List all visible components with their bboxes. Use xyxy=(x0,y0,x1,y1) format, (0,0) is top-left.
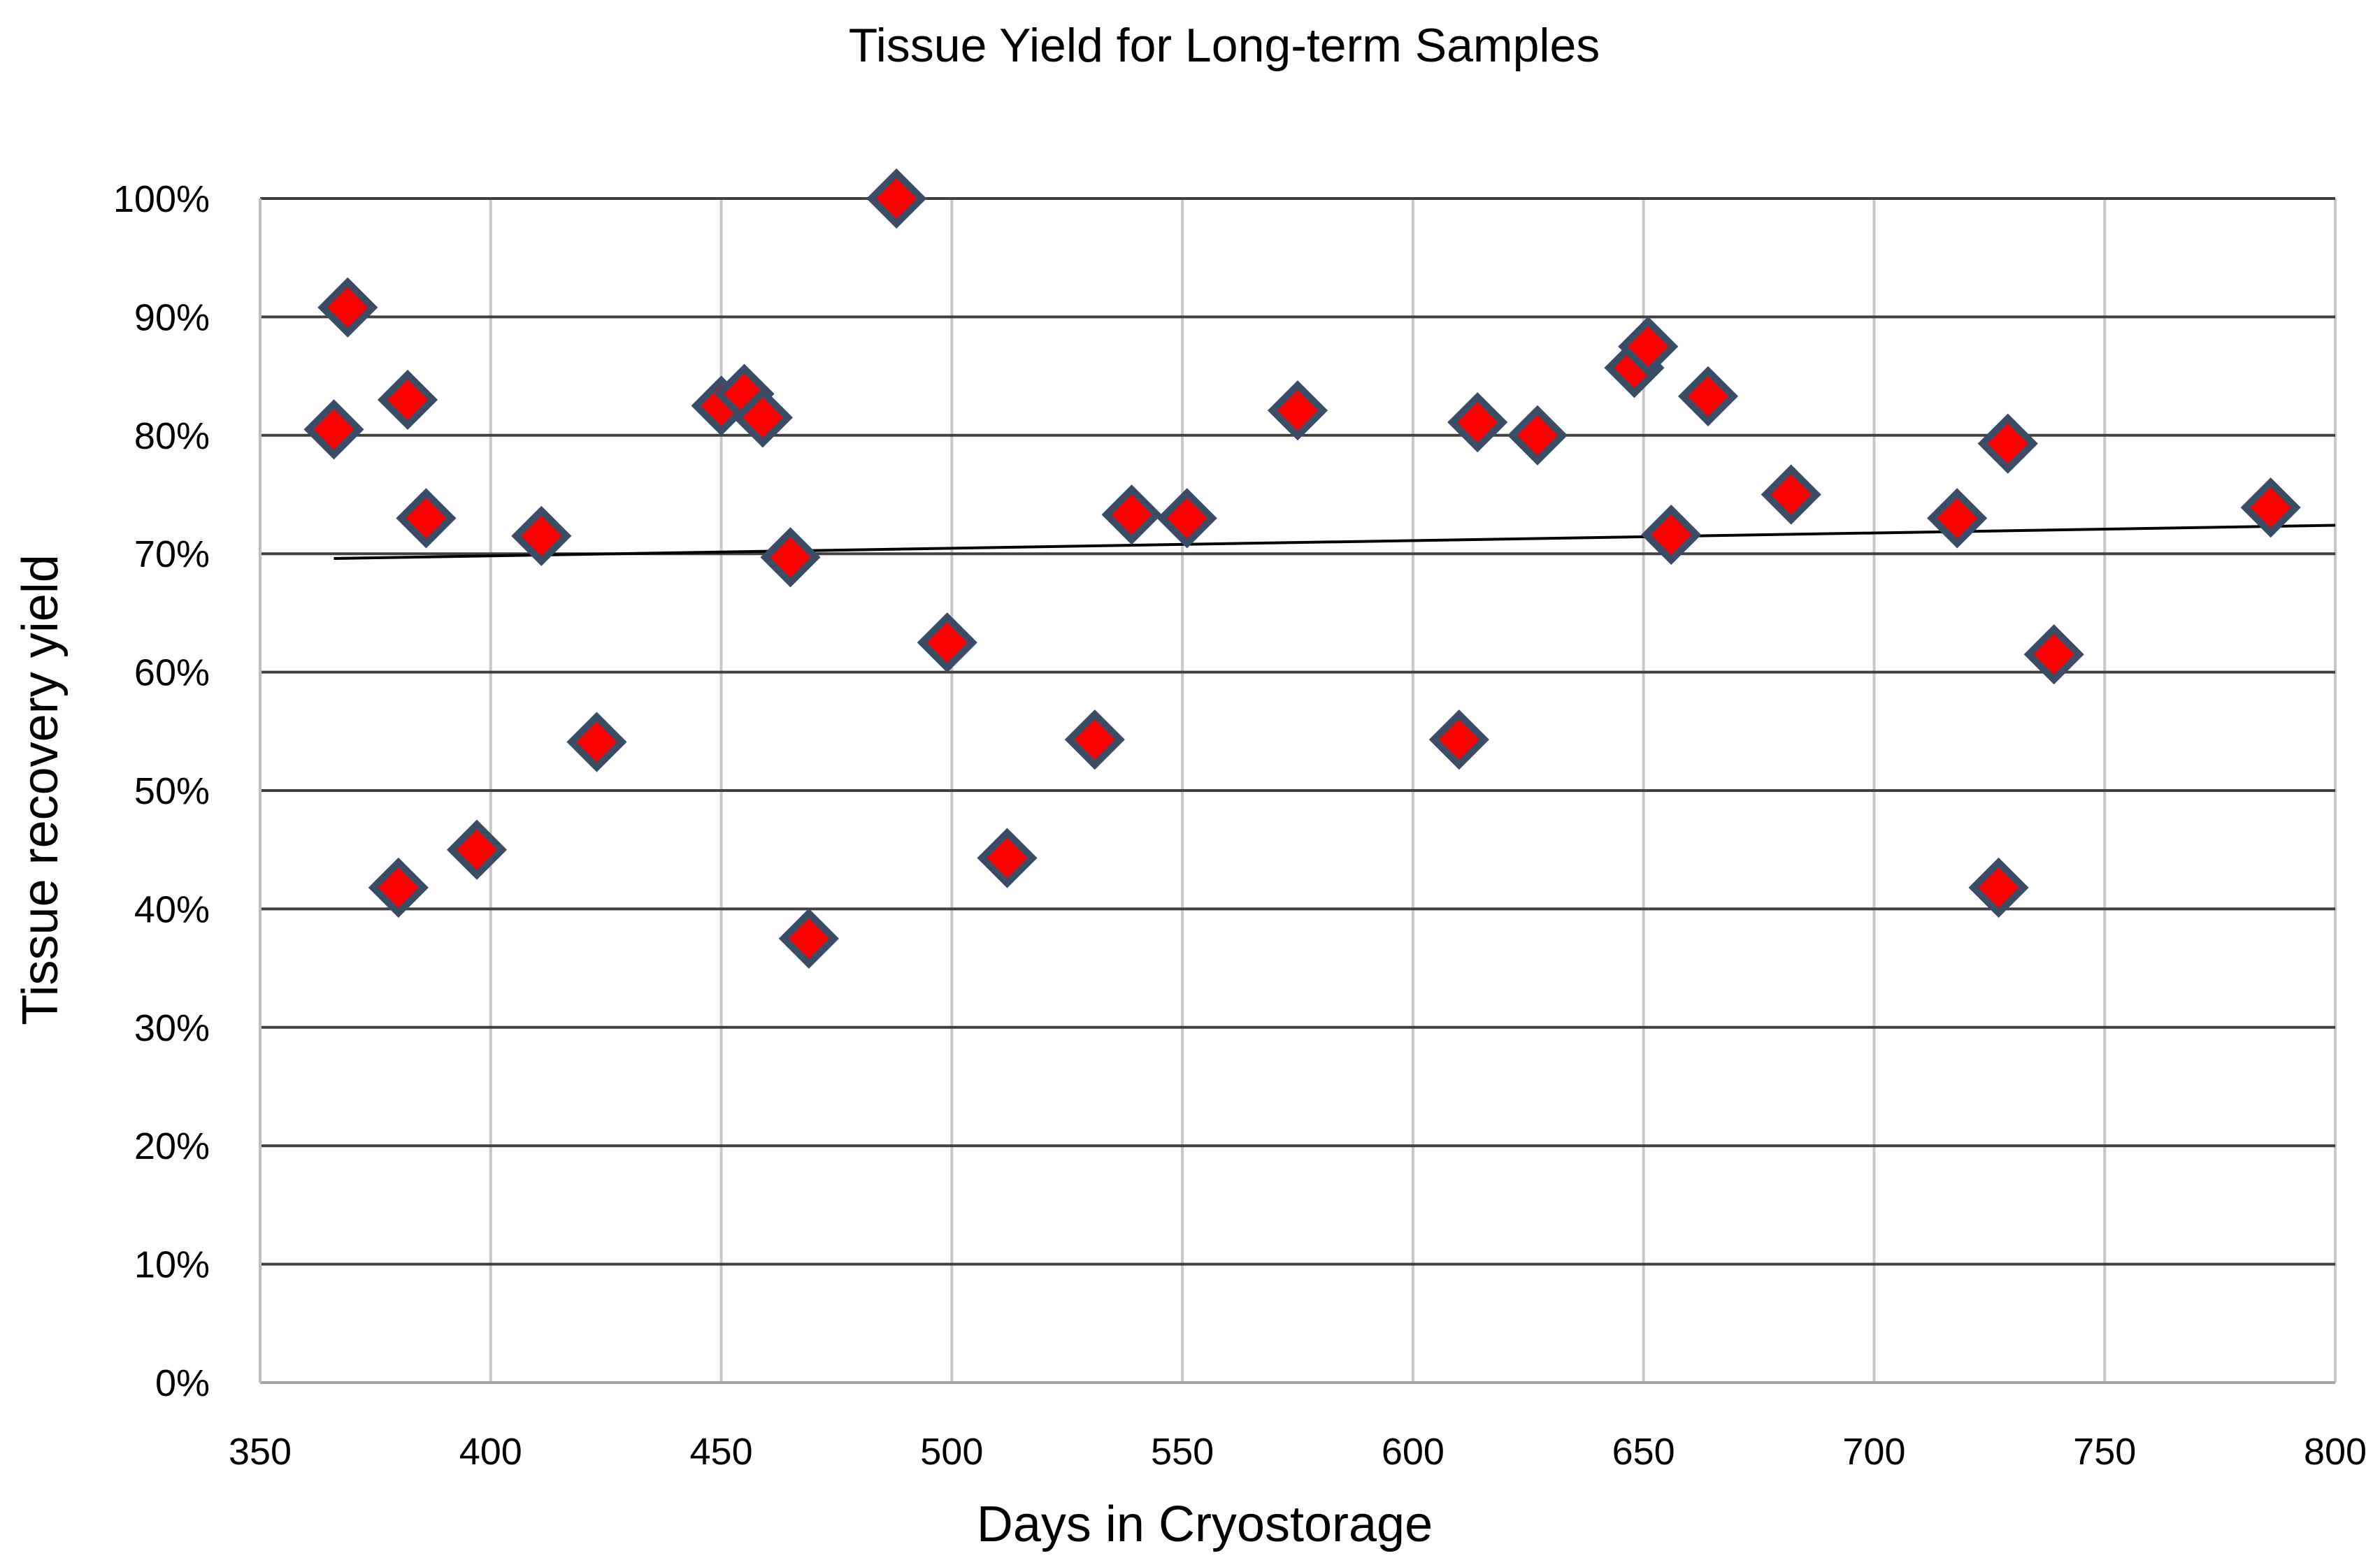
y-tick-label-70%: 70% xyxy=(134,533,210,575)
data-point-32 xyxy=(2240,477,2301,538)
data-point-4 xyxy=(396,488,457,549)
y-tick-label-20%: 20% xyxy=(134,1125,210,1167)
data-point-25 xyxy=(1641,505,1702,565)
x-tick-label-600: 600 xyxy=(1382,1431,1445,1473)
y-tick-label-0%: 0% xyxy=(155,1362,210,1404)
data-point-11 xyxy=(760,527,821,588)
y-tick-label-60%: 60% xyxy=(134,652,210,694)
data-point-14 xyxy=(917,612,977,673)
x-tick-label-350: 350 xyxy=(229,1431,292,1473)
trendline xyxy=(334,524,2336,560)
data-point-13 xyxy=(866,168,927,229)
chart-title: Tissue Yield for Long-term Samples xyxy=(849,19,1600,72)
y-tick-label-90%: 90% xyxy=(134,296,210,338)
data-point-18 xyxy=(1156,488,1217,549)
data-point-20 xyxy=(1428,709,1489,770)
data-point-17 xyxy=(1101,484,1162,545)
data-point-6 xyxy=(511,505,572,566)
trendline-layer xyxy=(334,524,2336,560)
x-tick-label-750: 750 xyxy=(2073,1431,2136,1473)
data-point-15 xyxy=(977,828,1038,888)
data-point-24 xyxy=(1618,316,1679,377)
data-point-10 xyxy=(732,387,793,448)
x-tick-label-700: 700 xyxy=(1842,1431,1905,1473)
data-point-29 xyxy=(1968,857,2029,918)
x-tick-label-450: 450 xyxy=(690,1431,753,1473)
data-point-26 xyxy=(1677,366,1739,426)
x-tick-label-400: 400 xyxy=(459,1431,522,1473)
y-tick-label-100%: 100% xyxy=(113,178,210,220)
data-point-2 xyxy=(368,857,429,918)
x-axis-title: Days in Cryostorage xyxy=(977,1497,1433,1552)
y-tick-label-80%: 80% xyxy=(134,415,210,457)
data-point-19 xyxy=(1267,380,1328,441)
y-tick-labels: 0% 10% 20% 30% 40% 50% 60% 70% 80% 90% 100% xyxy=(113,178,210,1404)
data-point-5 xyxy=(446,819,508,880)
y-tick-label-30%: 30% xyxy=(134,1007,210,1049)
data-point-3 xyxy=(377,369,438,431)
data-point-31 xyxy=(2023,624,2084,685)
data-point-16 xyxy=(1064,709,1125,770)
y-tick-label-10%: 10% xyxy=(134,1244,210,1286)
data-point-7 xyxy=(566,712,627,772)
data-point-22 xyxy=(1507,405,1568,466)
x-tick-labels: 350 400 450 500 550 600 650 700 750 800 xyxy=(229,1431,2367,1473)
y-tick-label-50%: 50% xyxy=(134,770,210,812)
x-tick-label-500: 500 xyxy=(920,1431,983,1473)
data-point-21 xyxy=(1447,392,1508,453)
x-tick-label-800: 800 xyxy=(2304,1431,2367,1473)
plot-area-frame xyxy=(259,199,2335,1384)
data-point-0 xyxy=(303,399,364,460)
y-axis-title: Tissue recovery yield xyxy=(13,554,69,1025)
data-point-28 xyxy=(1927,488,1988,549)
data-point-1 xyxy=(317,277,378,338)
data-points xyxy=(303,168,2301,969)
data-point-12 xyxy=(778,908,839,969)
data-point-27 xyxy=(1761,464,1821,525)
horizontal-gridlines xyxy=(260,197,2335,1384)
data-point-30 xyxy=(1977,413,2038,474)
x-tick-label-550: 550 xyxy=(1151,1431,1214,1473)
y-tick-label-40%: 40% xyxy=(134,888,210,930)
x-tick-label-650: 650 xyxy=(1612,1431,1675,1473)
